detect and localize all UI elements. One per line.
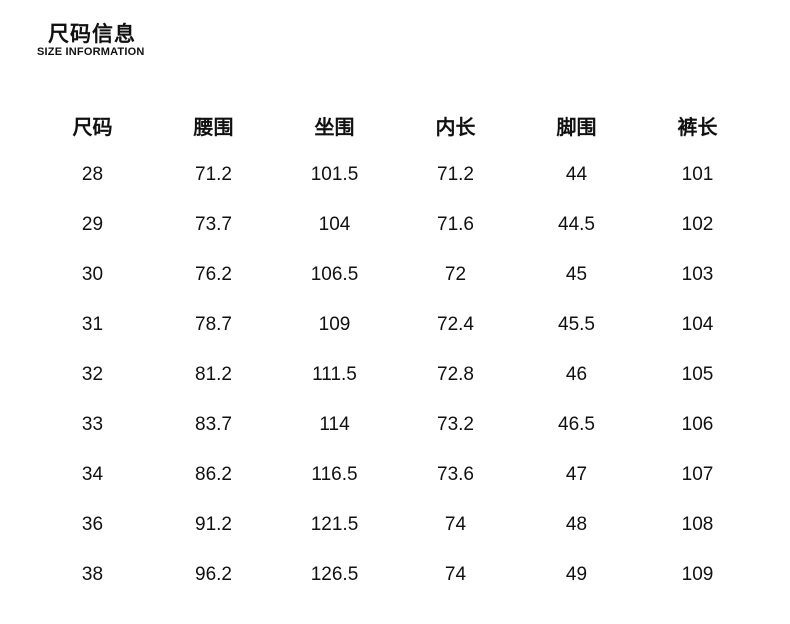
table-cell: 109: [318, 314, 351, 335]
table-cell: 86.2: [195, 464, 232, 485]
table-cell: 45.5: [558, 314, 595, 335]
table-cell: 29: [81, 214, 104, 235]
table-cell: 114: [319, 414, 350, 435]
table-cell: 47: [565, 464, 588, 485]
table-cell: 104: [318, 214, 351, 235]
table-cell: 74: [444, 514, 467, 535]
table-cell: 71.2: [437, 164, 474, 185]
column-header: 内长: [435, 114, 476, 139]
table-cell: 126.5: [310, 564, 359, 585]
table-cell: 76.2: [195, 264, 232, 285]
table-cell: 71.2: [195, 164, 232, 185]
table-cell: 83.7: [195, 414, 232, 435]
table-cell: 121.5: [310, 514, 359, 535]
table-cell: 91.2: [195, 514, 232, 535]
table-cell: 49: [565, 564, 588, 585]
table-cell: 108: [681, 514, 714, 535]
table-cell: 102: [681, 214, 714, 235]
table-cell: 46: [565, 364, 588, 385]
table-cell: 107: [681, 464, 714, 485]
size-table: 尺码 腰围 坐围 内长 脚围 裤长 28 71.2 101.5 71.2 44 101 29 73.7 1…: [32, 100, 758, 600]
table-cell: 32: [81, 364, 104, 385]
table-cell: 34: [81, 464, 104, 485]
table-cell: 71.6: [437, 214, 474, 235]
table-row: 29 73.7 104 71.6 44.5 102: [32, 200, 758, 250]
column-header: 尺码: [72, 114, 113, 139]
table-cell: 104: [681, 314, 714, 335]
table-cell: 106.5: [310, 264, 359, 285]
table-cell: 72.4: [437, 314, 474, 335]
table-cell: 45: [565, 264, 588, 285]
column-header: 坐围: [314, 114, 355, 139]
table-cell: 101.5: [310, 164, 359, 185]
table-cell: 48: [565, 514, 588, 535]
table-cell: 28: [81, 164, 104, 185]
table-row: 38 96.2 126.5 74 49 109: [32, 550, 758, 600]
table-cell: 81.2: [195, 364, 232, 385]
table-cell: 36: [81, 514, 104, 535]
table-cell: 38: [81, 564, 104, 585]
table-cell: 44: [565, 164, 588, 185]
table-cell: 72: [444, 264, 467, 285]
table-cell: 73.7: [195, 214, 232, 235]
table-cell: 105: [681, 364, 714, 385]
column-header: 腰围: [193, 114, 234, 139]
table-cell: 101: [681, 164, 714, 185]
table-cell: 116.5: [311, 464, 358, 485]
table-row: 31 78.7 109 72.4 45.5 104: [32, 300, 758, 350]
table-row: 36 91.2 121.5 74 48 108: [32, 500, 758, 550]
table-cell: 73.2: [437, 414, 474, 435]
table-cell: 96.2: [195, 564, 232, 585]
table-cell: 33: [81, 414, 104, 435]
table-row: 32 81.2 111.5 72.8 46 105: [32, 350, 758, 400]
table-cell: 106: [681, 414, 714, 435]
table-cell: 103: [681, 264, 714, 285]
table-row: 34 86.2 116.5 73.6 47 107: [32, 450, 758, 500]
table-cell: 46.5: [558, 414, 595, 435]
table-cell: 44.5: [558, 214, 595, 235]
table-row: 30 76.2 106.5 72 45 103: [32, 250, 758, 300]
table-row: 28 71.2 101.5 71.2 44 101: [32, 150, 758, 200]
column-header: 裤长: [677, 114, 718, 139]
page-title: 尺码信息: [48, 22, 136, 46]
table-header-row: 尺码 腰围 坐围 内长 脚围 裤长: [32, 100, 758, 150]
table-cell: 109: [681, 564, 714, 585]
table-cell: 111.5: [312, 364, 357, 385]
table-body: 28 71.2 101.5 71.2 44 101 29 73.7 104 71.6 44.5 102…: [32, 150, 758, 600]
table-cell: 73.6: [437, 464, 474, 485]
table-cell: 30: [81, 264, 104, 285]
table-cell: 72.8: [437, 364, 474, 385]
table-cell: 78.7: [195, 314, 232, 335]
page-subtitle: SIZE INFORMATION: [37, 46, 145, 58]
table-row: 33 83.7 114 73.2 46.5 106: [32, 400, 758, 450]
table-cell: 31: [81, 314, 104, 335]
table-cell: 74: [444, 564, 467, 585]
column-header: 脚围: [556, 114, 597, 139]
